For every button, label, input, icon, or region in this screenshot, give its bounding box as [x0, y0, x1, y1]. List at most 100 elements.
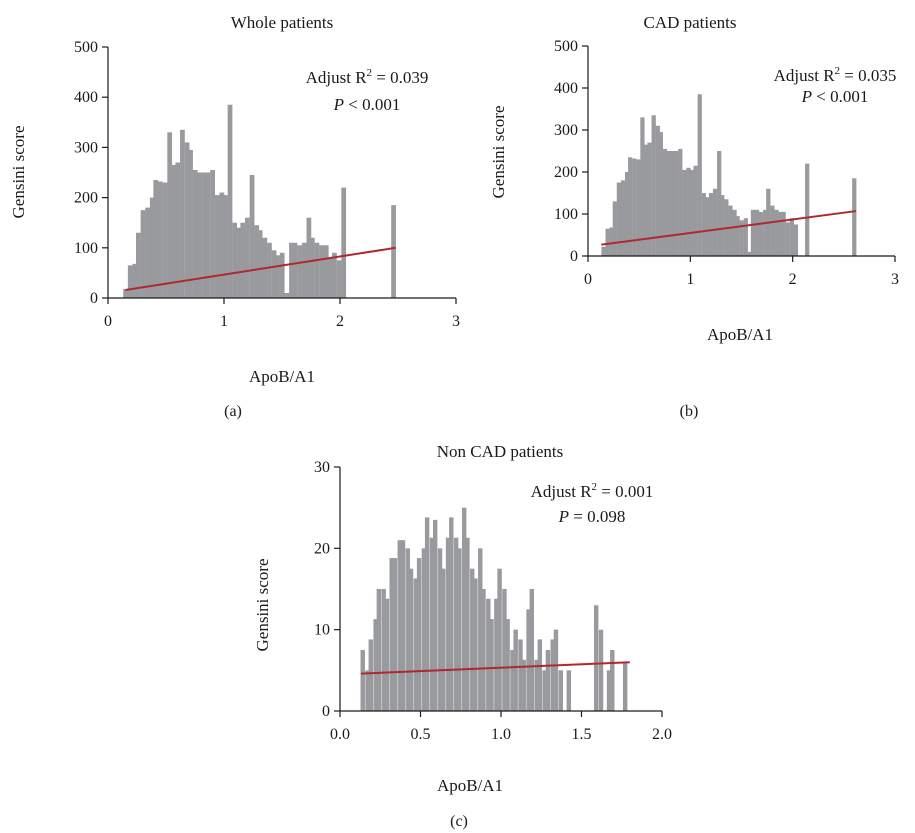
panel-b-bar — [628, 157, 633, 256]
panel-c-bar — [542, 670, 547, 711]
panel-c-bar — [497, 568, 502, 711]
panel-b-bar — [759, 211, 764, 256]
panel-c-y-tick-label: 10 — [314, 622, 330, 639]
panel-b-r2-annotation: Adjust R2 = 0.035 — [774, 65, 897, 85]
panel-b-bar — [720, 195, 725, 256]
panel-a-bar — [153, 180, 159, 298]
panel-a-bar — [158, 181, 163, 298]
panel-a-bar — [240, 222, 246, 298]
panel-a-y-tick-label: 0 — [90, 290, 98, 307]
panel-b-bar — [605, 228, 610, 256]
panel-c-bar — [457, 548, 462, 711]
panel-b-bar — [655, 125, 660, 256]
panel-a-bar — [202, 172, 207, 298]
panel-b-bar — [693, 165, 698, 256]
panel-b-y-tick-label: 500 — [554, 38, 578, 55]
panel-a-bar — [180, 129, 185, 298]
panel-c-bar — [537, 639, 543, 711]
panel-b-bar — [666, 151, 672, 256]
panel-a-bar — [275, 255, 280, 298]
panel-b-fit-line — [601, 210, 857, 246]
panel-a-label: (a) — [224, 403, 242, 420]
panel-c-bar — [481, 589, 486, 711]
panel-a-bar — [135, 232, 141, 298]
panel-b-bar — [624, 172, 630, 256]
panel-a-bar — [271, 250, 277, 298]
panel-c-bar — [441, 568, 446, 711]
panel-a: Whole patients ApoB/A1 Gensini score Adj… — [9, 13, 460, 420]
panel-c-bar — [421, 548, 427, 711]
panel-b-bar — [770, 205, 775, 256]
panel-b-bar — [632, 158, 637, 256]
panel-b-bar — [616, 182, 622, 256]
panel-b-bar — [732, 209, 737, 256]
panel-c-x-tick-label: 1.0 — [491, 726, 511, 743]
panel-a-bar — [197, 172, 203, 298]
panel-b-bar — [712, 188, 718, 256]
panel-c-bar — [449, 517, 454, 711]
panel-c-bar — [473, 578, 478, 711]
panel-a-bar — [123, 288, 128, 298]
panel-a-p-annotation: P < 0.001 — [333, 95, 401, 114]
panel-b-bar — [717, 151, 722, 256]
panel-a-fit-line — [125, 246, 396, 291]
panel-c-bar — [502, 589, 507, 711]
panel-a-bar — [267, 242, 272, 298]
panel-a-bar — [341, 187, 347, 298]
panel-a-bar — [140, 210, 146, 298]
panel-a-bar — [336, 260, 342, 298]
panel-b-p-annotation: P < 0.001 — [801, 87, 869, 106]
panel-b-bar — [704, 197, 710, 256]
panel-c-bar — [465, 537, 470, 711]
panel-c-bar — [610, 650, 615, 711]
panel-b-bar — [763, 209, 768, 256]
panel-b-y-tick-label: 200 — [554, 164, 578, 181]
panel-c-bar — [416, 558, 422, 711]
panel-b-bar — [643, 144, 648, 256]
panel-c-bar — [453, 537, 459, 711]
panel-b-bar — [640, 117, 645, 257]
panel-a-bar — [245, 217, 250, 298]
panel-a-bar — [219, 192, 225, 298]
panel-b-x-tick-label: 0 — [584, 271, 592, 288]
panel-a-bar — [162, 182, 168, 298]
panel-c-bar — [526, 609, 531, 711]
panel-a-bar — [279, 252, 285, 298]
panel-b-label: (b) — [680, 403, 699, 420]
panel-b-bar — [781, 211, 786, 256]
panel-c-bar — [397, 540, 402, 711]
panel-b-bar — [789, 218, 794, 256]
panel-c-title: Non CAD patients — [437, 442, 564, 461]
panel-c-ylabel: Gensini score — [253, 558, 272, 651]
panel-c-bar — [513, 629, 518, 711]
panel-c-bar — [384, 598, 390, 711]
panel-c-bar — [432, 519, 438, 711]
panel-c-bar — [606, 670, 612, 711]
panel-b-bar — [686, 167, 691, 256]
panel-c-bar — [392, 558, 398, 711]
panel-c-bar — [373, 619, 378, 711]
panel-c-bar — [478, 548, 483, 711]
panel-c-x-tick-label: 2.0 — [652, 726, 672, 743]
panel-a-bar — [188, 149, 193, 298]
panel-b-bar — [678, 148, 683, 256]
panel-a-bar — [297, 245, 302, 298]
panel-a-bar — [192, 169, 198, 298]
panel-a-x-tick-label: 0 — [104, 313, 112, 330]
panel-a-bar — [319, 245, 325, 298]
panel-a-bar — [145, 207, 151, 298]
panel-c-p-annotation: P = 0.098 — [558, 507, 626, 526]
panel-b-title: CAD patients — [643, 13, 736, 32]
panel-a-bar — [170, 164, 176, 298]
panel-c-bar — [521, 659, 526, 711]
panel-a-bar — [292, 242, 298, 298]
panel-a-bar — [175, 162, 181, 298]
panel-c-bar — [360, 650, 365, 711]
panel-a-r2-annotation: Adjust R2 = 0.039 — [306, 67, 429, 87]
panel-c-fit-line — [360, 661, 630, 675]
panel-c-x-tick-label: 0.5 — [411, 726, 431, 743]
panel-a-bar — [222, 195, 228, 298]
panel-b-bar — [682, 169, 687, 256]
panel-c-bar — [598, 629, 604, 711]
